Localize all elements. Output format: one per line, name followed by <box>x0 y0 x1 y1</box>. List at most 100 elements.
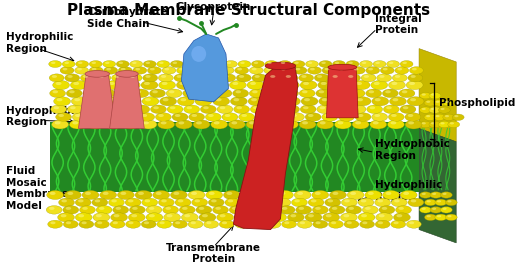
Circle shape <box>402 62 407 64</box>
Circle shape <box>252 68 257 70</box>
Circle shape <box>422 122 426 124</box>
Circle shape <box>302 121 308 124</box>
Circle shape <box>180 98 186 101</box>
Circle shape <box>239 113 255 121</box>
Circle shape <box>426 115 430 117</box>
Circle shape <box>407 97 424 106</box>
Circle shape <box>368 68 373 70</box>
Circle shape <box>162 67 176 74</box>
Circle shape <box>99 207 105 210</box>
Circle shape <box>278 61 291 68</box>
Circle shape <box>365 191 382 199</box>
Circle shape <box>166 207 171 210</box>
Circle shape <box>125 121 131 124</box>
Circle shape <box>370 120 387 129</box>
Circle shape <box>383 68 388 70</box>
Circle shape <box>376 62 380 64</box>
Circle shape <box>179 206 195 214</box>
Circle shape <box>299 89 315 98</box>
Circle shape <box>316 221 321 224</box>
Circle shape <box>83 75 88 78</box>
Circle shape <box>60 214 66 217</box>
Circle shape <box>286 106 292 109</box>
Circle shape <box>125 114 130 117</box>
Circle shape <box>236 90 241 93</box>
Circle shape <box>315 74 329 82</box>
Circle shape <box>202 90 208 93</box>
Circle shape <box>52 75 57 78</box>
Text: Hydrophilic
Region: Hydrophilic Region <box>6 32 73 54</box>
Circle shape <box>253 221 258 224</box>
Circle shape <box>237 214 243 217</box>
Circle shape <box>167 214 173 217</box>
Circle shape <box>128 199 134 202</box>
Circle shape <box>244 192 250 195</box>
Circle shape <box>211 61 224 68</box>
Circle shape <box>284 221 289 224</box>
Circle shape <box>129 206 145 214</box>
Circle shape <box>265 80 281 90</box>
Circle shape <box>90 121 96 124</box>
Circle shape <box>147 67 161 74</box>
Circle shape <box>97 221 103 224</box>
Circle shape <box>125 198 141 207</box>
Circle shape <box>353 80 370 90</box>
Circle shape <box>433 100 446 106</box>
Circle shape <box>66 89 82 98</box>
Circle shape <box>282 207 288 210</box>
Circle shape <box>144 61 156 68</box>
Circle shape <box>130 75 135 78</box>
Circle shape <box>108 114 114 117</box>
Circle shape <box>103 90 108 93</box>
Circle shape <box>79 220 94 228</box>
Circle shape <box>219 220 234 228</box>
Circle shape <box>150 68 155 70</box>
Circle shape <box>82 221 87 224</box>
Circle shape <box>373 61 386 68</box>
Circle shape <box>78 199 84 202</box>
Circle shape <box>50 105 67 114</box>
Circle shape <box>192 75 197 78</box>
Circle shape <box>278 199 283 202</box>
Circle shape <box>361 214 367 217</box>
Circle shape <box>208 68 213 70</box>
Circle shape <box>267 105 283 114</box>
Circle shape <box>351 67 365 74</box>
Circle shape <box>341 114 347 117</box>
Circle shape <box>318 80 335 90</box>
Circle shape <box>79 206 95 214</box>
Circle shape <box>362 62 367 64</box>
Circle shape <box>213 206 228 214</box>
Circle shape <box>78 62 83 64</box>
Circle shape <box>306 61 318 68</box>
Circle shape <box>98 75 104 78</box>
Circle shape <box>291 114 297 117</box>
Circle shape <box>107 97 124 106</box>
Circle shape <box>220 106 225 109</box>
Circle shape <box>432 208 436 210</box>
Circle shape <box>316 89 332 98</box>
Circle shape <box>176 80 193 90</box>
Circle shape <box>149 207 154 210</box>
Circle shape <box>128 221 134 224</box>
Circle shape <box>250 105 266 114</box>
Circle shape <box>422 108 426 110</box>
Circle shape <box>346 206 361 214</box>
Circle shape <box>258 198 274 207</box>
Circle shape <box>267 62 272 64</box>
Circle shape <box>310 68 315 70</box>
Text: Transmembrane
Protein: Transmembrane Protein <box>166 243 261 264</box>
Circle shape <box>103 61 116 68</box>
Circle shape <box>252 90 258 93</box>
Circle shape <box>302 90 308 93</box>
Circle shape <box>195 97 212 106</box>
Circle shape <box>67 192 73 195</box>
Circle shape <box>337 67 350 74</box>
Circle shape <box>408 74 423 82</box>
Circle shape <box>424 100 436 106</box>
Circle shape <box>117 191 134 199</box>
Circle shape <box>227 62 231 64</box>
Circle shape <box>127 74 142 82</box>
Circle shape <box>159 221 165 224</box>
Circle shape <box>424 199 437 206</box>
